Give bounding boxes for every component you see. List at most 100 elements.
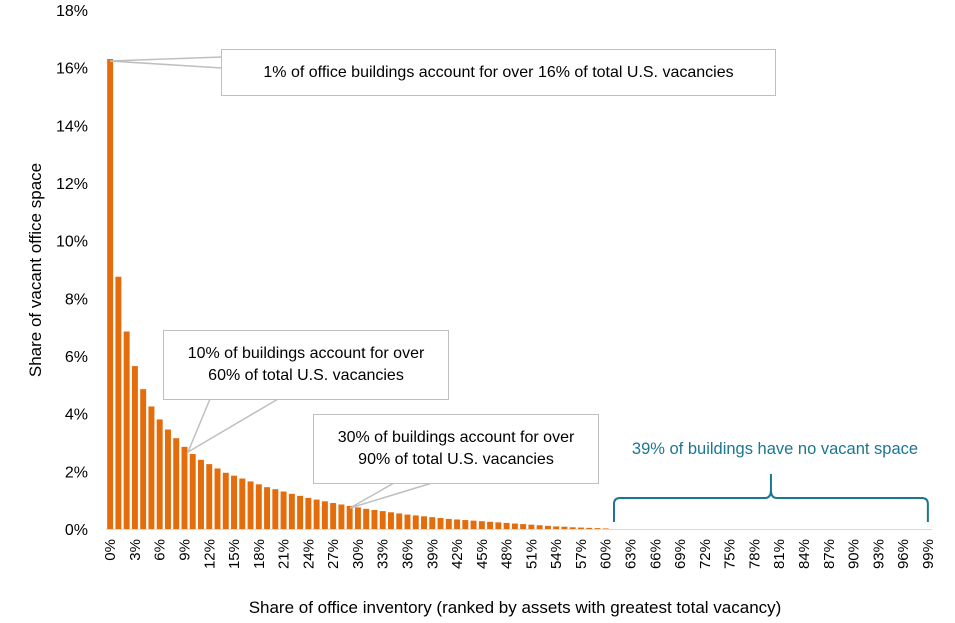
- y-tick-label: 18%: [56, 3, 88, 20]
- bar: [346, 505, 353, 529]
- no-vacancy-bracket: [612, 474, 929, 522]
- callout-leaders: [109, 56, 433, 509]
- bar: [247, 481, 254, 529]
- x-tick-label: 36%: [399, 539, 416, 569]
- bar: [429, 517, 436, 529]
- bar: [594, 528, 601, 529]
- y-tick-label: 14%: [56, 118, 88, 135]
- bar: [462, 520, 469, 529]
- bar: [602, 528, 609, 529]
- bar: [123, 331, 130, 529]
- bar: [404, 514, 411, 529]
- x-tick-label: 90%: [846, 539, 863, 569]
- bar: [297, 495, 304, 529]
- bar: [214, 468, 221, 529]
- bar: [131, 366, 138, 529]
- callout-leader-2: [186, 398, 279, 454]
- bar: [561, 526, 568, 529]
- x-tick-label: 54%: [548, 539, 565, 569]
- bar: [321, 501, 328, 529]
- bar: [536, 525, 543, 529]
- bar: [198, 459, 204, 529]
- bar: [288, 493, 295, 529]
- x-tick-label: 78%: [746, 539, 763, 569]
- x-tick-label: 42%: [449, 539, 466, 569]
- x-tick-label: 6%: [152, 539, 169, 561]
- bar: [553, 526, 560, 529]
- x-tick-label: 93%: [870, 539, 887, 569]
- bar: [379, 511, 386, 529]
- bar: [239, 478, 246, 529]
- bracket-label: 39% of buildings have no vacant space: [631, 440, 919, 458]
- bar: [206, 464, 213, 529]
- x-tick-label: 66%: [647, 539, 664, 569]
- x-tick-label: 9%: [176, 539, 193, 561]
- bar: [454, 519, 461, 529]
- bar: [222, 472, 229, 529]
- bar: [272, 489, 279, 529]
- bar: [280, 491, 287, 529]
- x-tick-label: 69%: [672, 539, 689, 569]
- y-tick-label: 2%: [65, 464, 88, 481]
- callout-10-percent: 10% of buildings account for over 60% of…: [163, 330, 449, 400]
- bars: [107, 59, 609, 530]
- x-tick-label: 87%: [821, 539, 838, 569]
- bar: [148, 406, 155, 529]
- callout-text-3: 30% of buildings account for over 90% of…: [337, 429, 575, 468]
- bar: [305, 497, 312, 529]
- x-tick-label: 39%: [424, 539, 441, 569]
- y-tick-label: 0%: [65, 522, 88, 539]
- x-tick-label: 63%: [623, 539, 640, 569]
- bar: [569, 527, 576, 529]
- bar: [387, 512, 394, 529]
- callout-30-percent: 30% of buildings account for over 90% of…: [313, 414, 599, 484]
- bar: [371, 509, 378, 529]
- x-tick-label: 99%: [920, 539, 937, 569]
- bar: [544, 525, 551, 529]
- bar: [140, 389, 147, 529]
- bar: [338, 504, 345, 529]
- x-tick-label: 3%: [127, 539, 144, 561]
- bar: [503, 522, 510, 529]
- bar: [363, 508, 370, 529]
- bar: [495, 522, 502, 529]
- bar: [586, 527, 593, 529]
- callout-text-2: 10% of buildings account for over 60% of…: [187, 345, 425, 384]
- bar: [231, 475, 238, 529]
- bar: [354, 507, 361, 529]
- bar: [189, 454, 196, 529]
- x-tick-label: 0%: [102, 539, 119, 561]
- bar: [445, 518, 452, 529]
- bar: [412, 515, 419, 529]
- bar: [313, 499, 320, 529]
- x-tick-label: 84%: [796, 539, 813, 569]
- bar: [437, 518, 444, 529]
- bar: [164, 429, 171, 529]
- y-axis-label: Share of vacant office space: [26, 163, 45, 377]
- x-tick-label: 24%: [300, 539, 317, 569]
- x-tick-label: 12%: [201, 539, 218, 569]
- bar: [264, 487, 271, 529]
- bar: [470, 520, 477, 529]
- callout-top-1-percent: 1% of office buildings account for over …: [221, 49, 776, 96]
- y-axis-ticks: 0% 2% 4% 6% 8% 10% 12% 14% 16% 18%: [56, 3, 88, 539]
- x-tick-label: 33%: [375, 539, 392, 569]
- x-tick-label: 21%: [276, 539, 293, 569]
- x-tick-label: 30%: [350, 539, 367, 569]
- bar: [255, 484, 262, 529]
- x-tick-label: 57%: [573, 539, 590, 569]
- x-axis-label: Share of office inventory (ranked by ass…: [249, 598, 782, 617]
- y-tick-label: 12%: [56, 176, 88, 193]
- x-tick-label: 96%: [895, 539, 912, 569]
- x-tick-label: 81%: [771, 539, 788, 569]
- bar: [330, 503, 337, 529]
- y-tick-label: 4%: [65, 407, 88, 424]
- bar: [156, 419, 163, 529]
- bar: [181, 446, 188, 529]
- bar: [487, 521, 494, 529]
- callout-leader-3: [349, 482, 433, 509]
- x-tick-label: 45%: [474, 539, 491, 569]
- callout-leader-1: [109, 56, 223, 69]
- bar: [115, 276, 122, 529]
